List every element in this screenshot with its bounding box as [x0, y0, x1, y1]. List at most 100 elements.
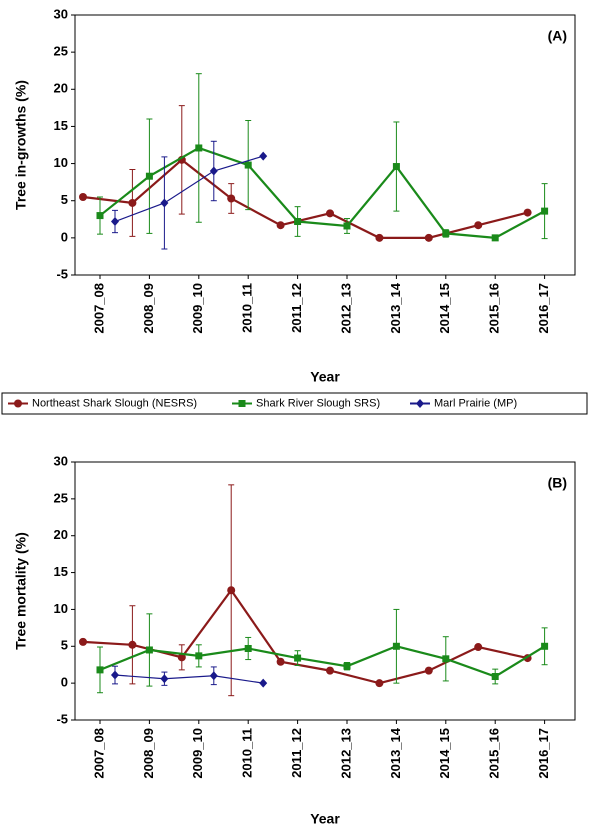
- x-tick-label: 2015_16: [487, 728, 502, 779]
- x-tick-label: 2014_15: [437, 283, 452, 334]
- marker: [209, 166, 218, 176]
- marker: [128, 640, 137, 649]
- legend-label: Marl Prairie (MP): [434, 397, 517, 409]
- y-tick-label: 0: [61, 229, 68, 244]
- x-tick-label: 2012_13: [338, 728, 353, 779]
- y-tick-label: -5: [56, 266, 68, 281]
- marker: [177, 653, 186, 662]
- marker: [244, 161, 252, 169]
- marker: [79, 193, 87, 201]
- series-line: [99, 645, 546, 678]
- marker: [145, 172, 153, 180]
- y-tick-label: 25: [54, 490, 68, 505]
- marker: [276, 657, 285, 666]
- y-tick-label: 5: [61, 638, 68, 653]
- annotation: (B): [548, 475, 567, 491]
- x-axis-label: Year: [310, 811, 340, 827]
- marker: [392, 163, 400, 171]
- y-tick-label: 30: [54, 6, 68, 21]
- x-tick-label: 2016_17: [536, 283, 551, 334]
- x-tick-label: 2008_09: [141, 283, 156, 334]
- y-tick-label: 20: [54, 81, 68, 96]
- y-tick-label: 0: [61, 675, 68, 690]
- legend-box: [1, 392, 588, 415]
- marker: [375, 233, 384, 242]
- marker: [491, 673, 499, 681]
- marker: [14, 399, 22, 408]
- y-tick-label: 25: [54, 44, 68, 59]
- plot-frame: [74, 461, 576, 721]
- marker: [294, 218, 302, 226]
- y-tick-label: 30: [54, 453, 68, 468]
- marker: [195, 144, 203, 152]
- marker: [259, 151, 268, 161]
- marker: [392, 642, 400, 650]
- series-line: [99, 146, 546, 239]
- plot-frame: [74, 14, 576, 276]
- marker: [227, 194, 236, 203]
- x-tick-label: 2007_08: [91, 728, 106, 779]
- y-tick-label: -5: [56, 711, 68, 726]
- y-tick-label: 5: [61, 192, 68, 207]
- marker: [276, 221, 285, 230]
- series-line: [82, 158, 528, 239]
- marker: [523, 208, 532, 217]
- marker: [209, 671, 218, 681]
- marker: [343, 662, 351, 670]
- marker: [541, 642, 549, 650]
- x-tick-label: 2012_13: [338, 283, 353, 334]
- marker: [375, 679, 384, 688]
- marker: [343, 222, 351, 230]
- y-tick-label: 15: [54, 118, 68, 133]
- marker: [111, 217, 119, 227]
- series-line: [114, 674, 264, 684]
- x-tick-label: 2010_11: [240, 728, 255, 778]
- marker: [238, 400, 246, 407]
- x-tick-label: 2010_11: [240, 283, 255, 333]
- marker: [424, 233, 433, 242]
- y-tick-label: 15: [54, 564, 68, 579]
- series-line: [114, 155, 264, 223]
- x-tick-label: 2015_16: [487, 283, 502, 334]
- marker: [79, 637, 87, 646]
- x-tick-label: 2011_12: [289, 728, 304, 778]
- marker: [128, 198, 137, 207]
- marker: [326, 209, 334, 218]
- x-axis-label: Year: [310, 369, 340, 385]
- marker: [541, 207, 549, 215]
- marker: [442, 655, 450, 663]
- x-tick-label: 2016_17: [536, 728, 551, 779]
- x-tick-label: 2014_15: [437, 728, 452, 779]
- annotation: (A): [548, 28, 567, 44]
- marker: [442, 229, 450, 237]
- y-tick-label: 10: [54, 601, 68, 616]
- marker: [416, 399, 424, 408]
- y-tick-label: 10: [54, 155, 68, 170]
- x-tick-label: 2008_09: [141, 728, 156, 779]
- x-tick-label: 2011_12: [289, 283, 304, 333]
- x-tick-label: 2009_10: [190, 283, 205, 334]
- marker: [96, 212, 104, 220]
- marker: [111, 670, 119, 680]
- marker: [294, 654, 302, 662]
- marker: [160, 674, 169, 684]
- x-tick-label: 2013_14: [388, 727, 403, 778]
- legend-label: Northeast Shark Slough (NESRS): [32, 397, 197, 409]
- marker: [195, 652, 203, 660]
- marker: [145, 646, 153, 654]
- marker: [491, 234, 499, 242]
- marker: [96, 666, 104, 674]
- y-tick-label: 20: [54, 527, 68, 542]
- marker: [259, 678, 268, 688]
- x-tick-label: 2009_10: [190, 728, 205, 779]
- marker: [227, 586, 236, 595]
- y-axis-label: Tree mortality (%): [13, 532, 29, 649]
- marker: [424, 666, 433, 675]
- y-axis-label: Tree in-growths (%): [13, 80, 29, 210]
- x-tick-label: 2013_14: [388, 282, 403, 333]
- marker: [474, 643, 483, 652]
- marker: [244, 644, 252, 652]
- marker: [326, 666, 334, 675]
- marker: [474, 221, 483, 230]
